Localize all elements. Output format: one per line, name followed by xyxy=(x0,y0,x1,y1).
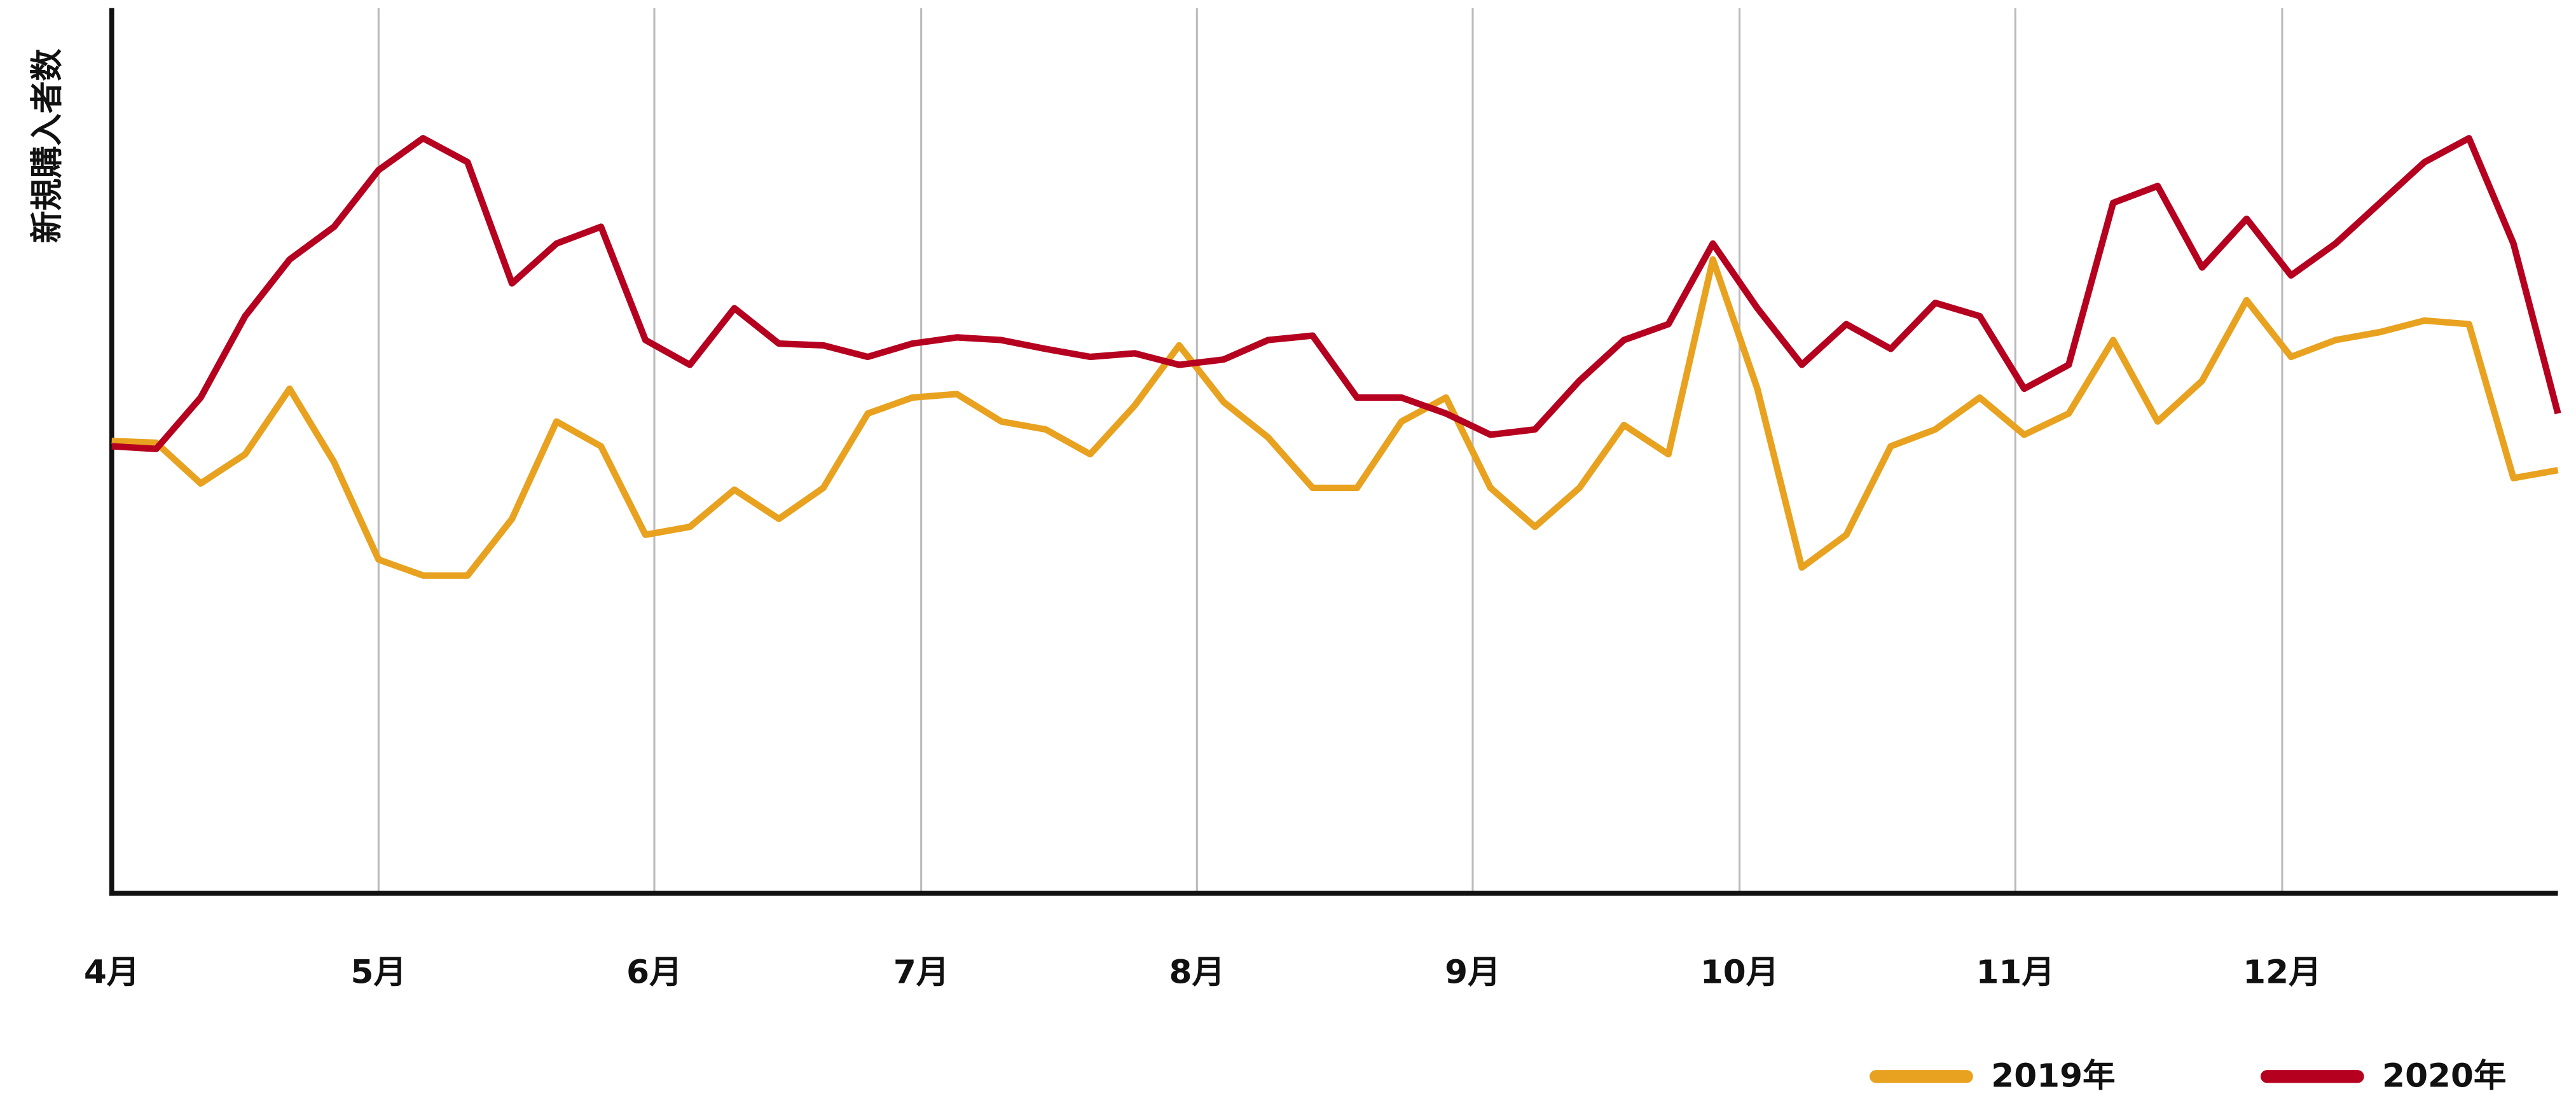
legend-label: 2019年 xyxy=(1991,1057,2115,1095)
x-tick-label: 4月 xyxy=(84,954,140,992)
line xyxy=(111,256,2559,579)
x-tick-label: 5月 xyxy=(351,954,407,992)
legend-label: 2020年 xyxy=(2382,1057,2506,1095)
x-tick-label: 7月 xyxy=(893,954,949,992)
x-tick-label: 12月 xyxy=(2243,954,2322,992)
x-tick-label: 8月 xyxy=(1169,954,1225,992)
x-tick-label: 10月 xyxy=(1700,954,1779,992)
x-tick-label: 11月 xyxy=(1976,954,2055,992)
x-tick-label: 6月 xyxy=(626,954,682,992)
y-axis-label: 新規購入者数 xyxy=(28,48,66,243)
line xyxy=(111,135,2561,452)
x-tick-label: 9月 xyxy=(1445,954,1501,992)
